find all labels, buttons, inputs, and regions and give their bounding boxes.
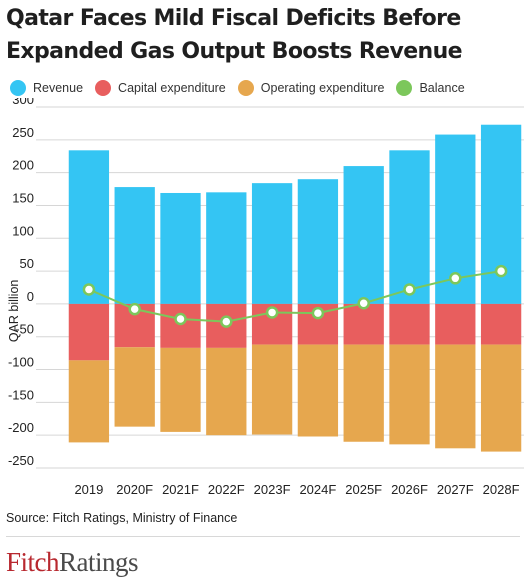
point-balance-2028f [494,264,508,278]
bar-operating-expenditure-2023f [251,344,293,435]
x-tick-label: 2023F [254,482,291,497]
bar-operating-expenditure-2025f [343,344,384,442]
legend-swatch-revenue [10,80,26,96]
bar-capital-expenditure-2027f [435,303,476,345]
bar-operating-expenditure-2028f [480,344,522,452]
legend-label-balance: Balance [419,81,465,95]
chart-title: Qatar Faces Mild Fiscal Deficits Before … [6,6,463,64]
legend-item-capital-expenditure: Capital expenditure [95,80,226,96]
bar-revenue-2021f [160,192,201,304]
x-tick-label: 2022F [208,482,245,497]
legend-item-revenue: Revenue [10,80,83,96]
chart-svg: 300 250 200 150 100 50 0 -50 -100 -150 -200 -250 QAR… [7,98,524,497]
bar-revenue-2022f [206,192,247,304]
y-tick-label: -50 [15,322,34,337]
bar-operating-expenditure-2027f [435,344,476,449]
y-tick-label: 0 [27,289,34,304]
y-tick-label: 250 [12,125,34,140]
x-tick-label: 2019 [74,482,103,497]
y-tick-label: 300 [12,98,34,107]
bar-operating-expenditure-2019 [68,360,110,443]
y-axis-label: QAR billion [7,280,21,343]
y-tick-label: -150 [8,387,34,402]
bar-revenue-2020f [114,187,155,304]
point-balance-2023f [265,306,279,319]
bar-capital-expenditure-2026f [389,303,430,345]
legend-label-capital-expenditure: Capital expenditure [118,81,226,95]
bar-capital-expenditure-2021f [160,303,201,348]
point-balance-2024f [311,306,325,320]
bar-capital-expenditure-2019 [68,303,110,361]
point-balance-2019 [82,283,96,296]
bar-revenue-2025f [343,166,384,304]
x-tick-label: 2021F [162,482,199,497]
fitch-ratings-logo: FitchRatings [6,547,139,577]
legend-item-balance: Balance [396,80,465,96]
x-tick-label: 2024F [299,482,336,497]
y-tick-label: 150 [12,190,34,205]
legend-swatch-operating-expenditure [237,80,254,96]
source-note: Source: Fitch Ratings, Ministry of Finan… [6,511,238,525]
bar-operating-expenditure-2021f [160,347,201,432]
bar-operating-expenditure-2026f [389,344,430,445]
bar-operating-expenditure-2022f [206,347,247,436]
legend-swatch-capital-expenditure [95,80,112,96]
bar-revenue-2026f [389,150,430,304]
line-balance [88,270,502,323]
bar-revenue-2024f [297,179,339,304]
y-tick-label: 100 [12,223,34,238]
bar-capital-expenditure-2028f [480,303,522,345]
x-tick-label: 2027F [437,482,474,497]
point-balance-2021f [174,312,187,326]
point-balance-2026f [403,283,416,296]
legend: Revenue Capital expenditure Operating expe… [10,79,477,97]
x-tick-label: 2025F [345,482,382,497]
y-tick-label: -200 [8,420,34,435]
y-tick-label: 200 [12,158,34,173]
logo-ratings: Ratings [59,547,139,577]
x-tick-label: 2028F [483,482,520,497]
legend-swatch-balance [396,80,413,96]
point-balance-2027f [449,272,462,285]
x-tick-label: 2026F [391,482,428,497]
bar-revenue-2019 [68,150,110,304]
point-balance-2022f [220,315,233,328]
bar-revenue-2023f [251,183,293,304]
bar-operating-expenditure-2020f [114,347,155,427]
logo-fitch: Fitch [6,547,60,577]
point-balance-2020f [128,302,141,316]
y-tick-label: 50 [20,256,34,271]
legend-item-operating-expenditure: Operating expenditure [237,80,385,96]
legend-label-revenue: Revenue [33,81,84,95]
y-tick-label: -100 [8,355,34,370]
legend-label-operating-expenditure: Operating expenditure [260,81,385,95]
y-tick-label: -250 [8,453,34,468]
footer-divider [6,536,520,537]
bar-capital-expenditure-2025f [343,303,384,345]
x-tick-label: 2020F [116,482,153,497]
bar-operating-expenditure-2024f [297,344,339,437]
point-balance-2025f [357,297,370,310]
